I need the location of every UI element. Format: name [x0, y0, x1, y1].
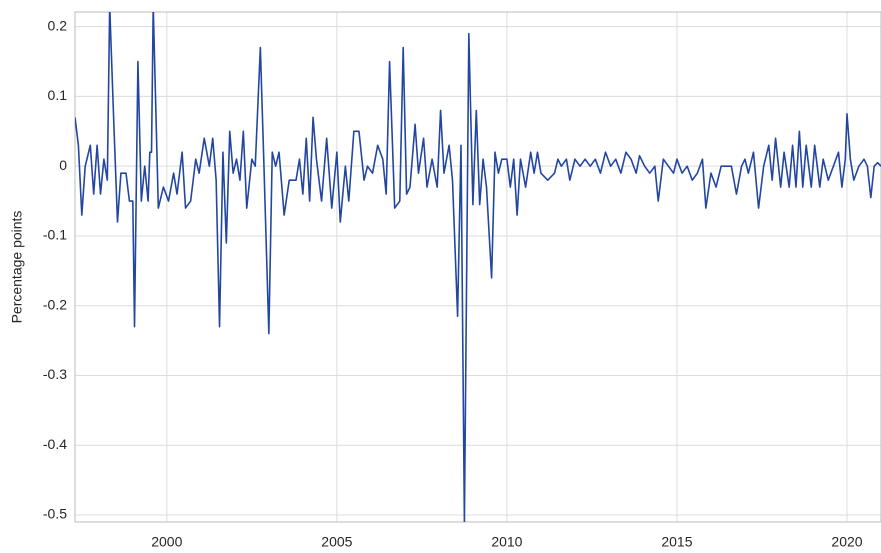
y-axis-label: Percentage points	[9, 211, 25, 324]
y-tick-label: -0.4	[43, 436, 67, 452]
y-tick-label: 0.2	[48, 17, 68, 33]
y-tick-label: -0.5	[43, 506, 67, 522]
data-line	[75, 12, 881, 522]
x-tick-label: 2015	[661, 534, 692, 550]
x-tick-label: 2005	[321, 534, 352, 550]
y-tick-label: 0.1	[48, 87, 68, 103]
y-tick-label: -0.2	[43, 296, 67, 312]
y-tick-label: 0	[59, 157, 67, 173]
x-tick-label: 2020	[831, 534, 862, 550]
x-tick-label: 2000	[151, 534, 182, 550]
plot: -0.5 -0.4 -0.3 -0.2 -0.1 0 0.1 0.2 2000 2005 2010 2…	[43, 11, 881, 550]
x-tick-label: 2010	[491, 534, 522, 550]
y-tick-label: -0.3	[43, 366, 67, 382]
plot-frame	[74, 11, 881, 523]
y-tick-label: -0.1	[43, 227, 67, 243]
